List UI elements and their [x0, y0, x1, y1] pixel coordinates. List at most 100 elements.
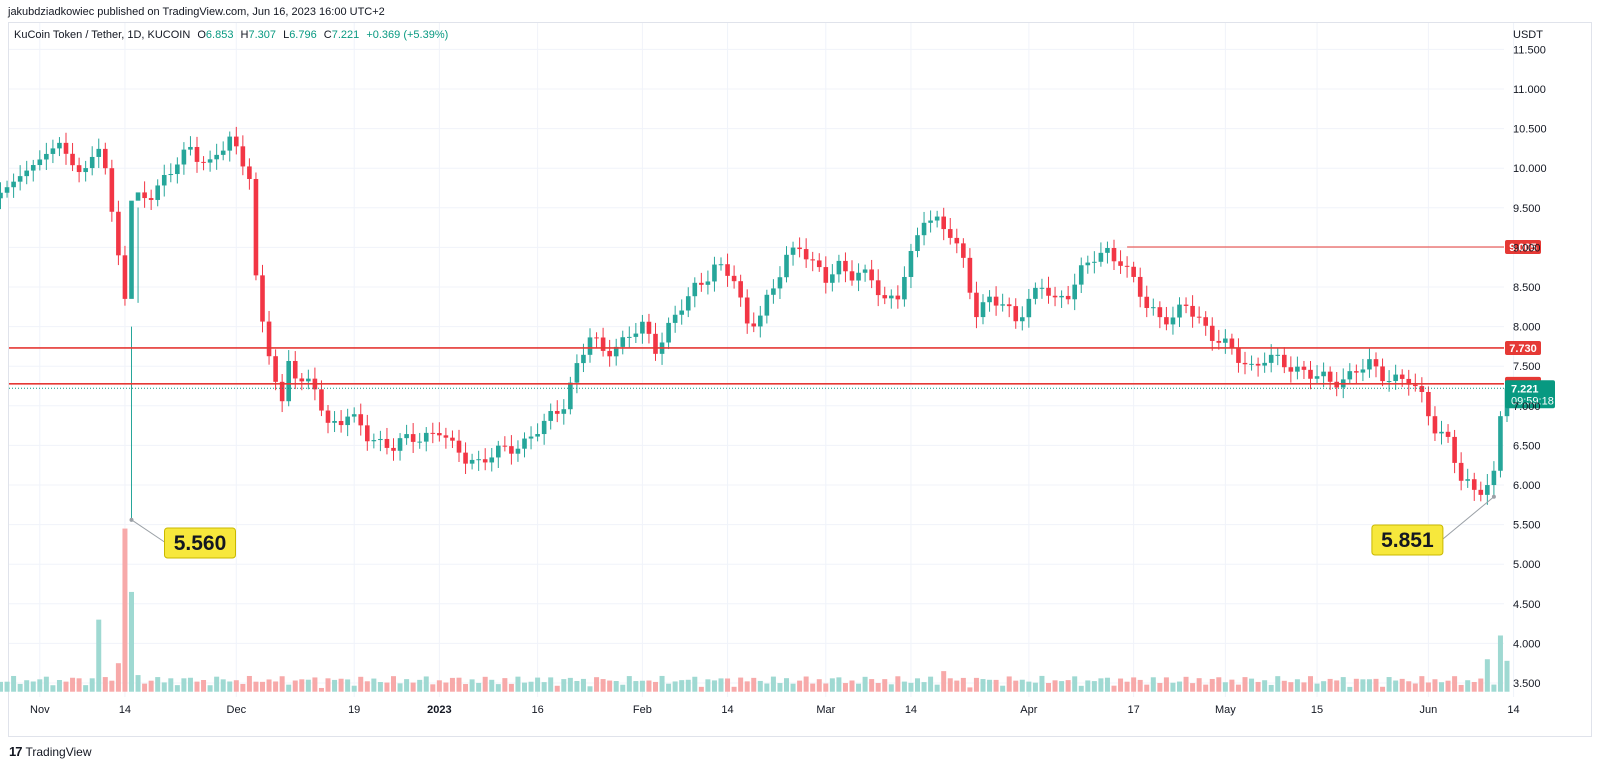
volume-bar: [1216, 677, 1222, 692]
candle-body: [862, 269, 868, 273]
countdown-label: 09:59:18: [1511, 395, 1554, 407]
candle-body: [823, 267, 829, 283]
candle-body: [1144, 296, 1150, 308]
x-tick-label: 14: [119, 704, 131, 716]
candle-body: [70, 153, 75, 166]
volume-bar: [1065, 680, 1071, 692]
volume-bar: [1281, 680, 1287, 692]
volume-bar: [1085, 680, 1091, 692]
volume-bar: [17, 683, 23, 692]
volume-bar: [371, 678, 377, 692]
y-tick-label: 4.000: [1513, 638, 1541, 650]
volume-bar: [790, 683, 796, 692]
volume-bar: [973, 677, 979, 692]
candle-body: [57, 142, 62, 149]
candle-body: [365, 425, 370, 442]
volume-bar: [1209, 678, 1215, 692]
volume-bar: [358, 676, 364, 692]
volume-bar: [377, 682, 383, 692]
volume-bar: [1229, 679, 1235, 692]
candle-body: [443, 435, 449, 438]
volume-bar: [1432, 679, 1438, 692]
volume-bar: [1465, 680, 1471, 692]
callout-anchor: [1491, 494, 1496, 499]
candle-body: [227, 136, 233, 151]
volume-bar: [174, 685, 180, 692]
candle-body: [30, 165, 36, 171]
candle-body: [777, 277, 783, 289]
volume-bar: [954, 680, 960, 692]
candle-body: [1216, 340, 1222, 343]
volume-bar: [980, 679, 986, 692]
candle-body: [96, 148, 102, 157]
candle-body: [1308, 369, 1313, 379]
candle-body: [397, 438, 403, 451]
volume-bar: [142, 683, 148, 692]
candle-body: [1432, 416, 1438, 434]
candle-body: [1347, 371, 1353, 380]
candle-body: [463, 452, 468, 464]
candle-body: [319, 389, 324, 411]
candle-body: [1321, 371, 1326, 377]
candle-body: [450, 437, 455, 441]
tradingview-footer[interactable]: 17 TradingView: [9, 744, 92, 759]
volume-bar: [1301, 682, 1307, 692]
candle-body: [1078, 265, 1084, 285]
volume-bar: [318, 687, 324, 692]
volume-bar: [476, 682, 482, 692]
volume-bar: [89, 678, 95, 692]
volume-bar: [1052, 680, 1058, 692]
candle-body: [299, 378, 305, 382]
candle-body: [1118, 261, 1123, 266]
volume-bar: [1399, 678, 1405, 692]
candle-body: [1498, 416, 1503, 471]
volume-bar: [423, 676, 429, 692]
candle-body: [384, 438, 390, 448]
candle-body: [181, 149, 187, 165]
candle-body: [1327, 371, 1333, 382]
y-tick-label: 4.500: [1513, 599, 1541, 611]
candle-body: [613, 346, 619, 357]
candle-body: [1406, 378, 1412, 385]
candle-body: [1170, 317, 1176, 325]
volume-bar: [63, 681, 69, 692]
candle-body: [168, 174, 174, 176]
candle-body: [338, 420, 344, 426]
y-tick-label: 11.000: [1513, 84, 1546, 96]
volume-bar: [574, 680, 580, 692]
volume-bar: [168, 678, 174, 692]
volume-bar: [338, 678, 344, 692]
volume-bar: [1458, 684, 1464, 692]
candle-body: [1164, 317, 1169, 325]
volume-bar: [1478, 678, 1484, 692]
volume-bar: [397, 683, 403, 692]
volume-bar: [1445, 680, 1451, 692]
candle-body: [358, 414, 364, 426]
candle-body: [875, 280, 881, 296]
volume-bar: [410, 682, 416, 692]
volume-bar: [1235, 684, 1241, 692]
candle-body: [771, 288, 776, 295]
candle-body: [1275, 354, 1281, 356]
volume-bar: [43, 676, 49, 692]
candle-body: [568, 382, 573, 410]
candle-body: [122, 255, 128, 299]
y-tick-label: 9.000: [1513, 242, 1541, 254]
volume-bar: [37, 679, 43, 692]
candle-body: [620, 337, 626, 347]
candle-body: [561, 409, 567, 414]
volume-bar: [692, 676, 698, 692]
volume-bar: [1439, 682, 1444, 692]
candle-body: [437, 433, 442, 436]
candle-body: [869, 269, 874, 281]
volume-bar: [849, 680, 855, 692]
candle-body: [1006, 304, 1012, 307]
candle-body: [103, 148, 108, 169]
volume-bar: [915, 678, 920, 692]
volume-bar: [1425, 682, 1431, 692]
candle-body: [76, 165, 82, 173]
volume-bar: [1308, 676, 1313, 692]
candle-body: [83, 168, 88, 173]
volume-bar: [305, 679, 311, 692]
